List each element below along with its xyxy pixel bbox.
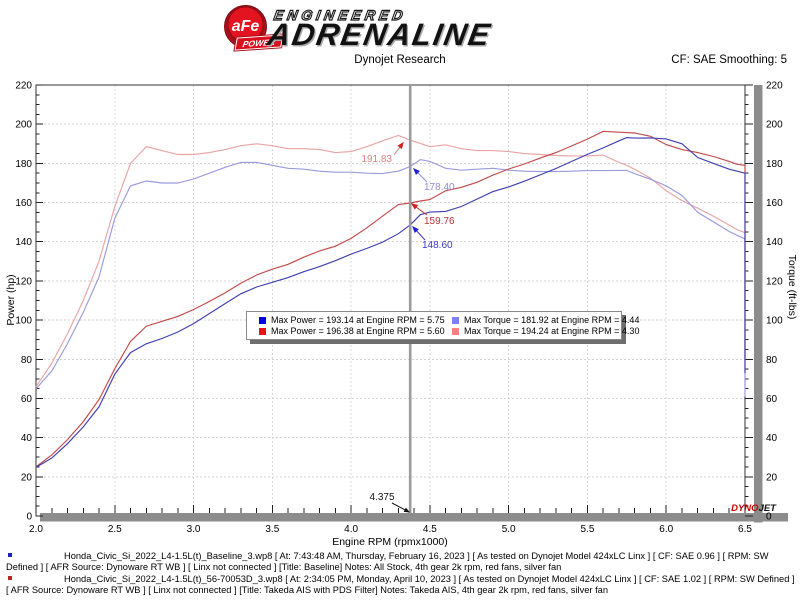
svg-text:4.5: 4.5 (423, 524, 437, 535)
svg-text:180: 180 (15, 159, 32, 170)
svg-text:140: 140 (15, 237, 32, 248)
x-axis-title: Engine RPM (rpmx1000) (332, 536, 448, 548)
svg-text:140: 140 (766, 237, 783, 248)
svg-text:80: 80 (766, 355, 778, 366)
legend-item: Max Torque = 194.24 at Engine RPM = 4.30 (452, 326, 639, 336)
run-description: Honda_Civic_Si_2022_L4-1.5L(t)_Baseline_… (6, 551, 796, 573)
afe-logo-text: aFe (231, 17, 260, 35)
run-descriptions: Honda_Civic_Si_2022_L4-1.5L(t)_Baseline_… (6, 551, 796, 597)
grid-lines (36, 85, 745, 516)
axis-bars (40, 85, 788, 523)
legend-item: Max Power = 193.14 at Engine RPM = 5.75 (259, 315, 452, 325)
svg-text:60: 60 (21, 394, 33, 405)
series-curves (35, 130, 746, 468)
svg-text:3.5: 3.5 (265, 524, 279, 535)
y-axis-right-title: Torque (ft-lbs) (786, 255, 798, 320)
svg-text:2.5: 2.5 (108, 524, 122, 535)
annotation-191.83: 191.83 (361, 154, 392, 165)
axis-tick-labels: 2.0 2.5 3.0 3.5 4.0 4.5 5.0 5.5 6.0 6.5 0 0 20 20 40 40… (15, 81, 783, 536)
svg-text:80: 80 (21, 355, 33, 366)
svg-text:180: 180 (766, 159, 783, 170)
plot-border (35, 84, 746, 517)
annotation-159.76: 159.76 (424, 216, 455, 227)
axis-ticks (35, 84, 753, 517)
svg-text:6.0: 6.0 (659, 524, 673, 535)
legend-swatch-icon (452, 327, 459, 335)
y-axis-left-title: Power (hp) (5, 274, 17, 325)
svg-text:5.0: 5.0 (502, 524, 516, 535)
svg-text:220: 220 (15, 81, 32, 92)
svg-text:2.0: 2.0 (29, 524, 43, 535)
legend-swatch-icon (452, 316, 459, 324)
svg-text:40: 40 (766, 433, 778, 444)
legend-item: Max Torque = 181.92 at Engine RPM = 4.44 (452, 315, 639, 325)
legend-swatch-icon (259, 316, 266, 324)
run-bullet-icon (8, 575, 12, 580)
curve-takeda-power (35, 130, 746, 468)
run-bullet-icon (8, 553, 12, 557)
annotation-178.40: 178.40 (424, 182, 455, 193)
svg-text:0: 0 (766, 512, 772, 523)
svg-text:200: 200 (15, 120, 32, 131)
smoothing-setting: CF: SAE Smoothing: 5 (671, 54, 787, 66)
svg-text:160: 160 (15, 198, 32, 209)
svg-text:200: 200 (766, 120, 783, 131)
legend-label: Max Power = 193.14 at Engine RPM = 5.75 (271, 315, 445, 325)
legend-item: Max Power = 196.38 at Engine RPM = 5.60 (259, 326, 452, 336)
svg-text:20: 20 (21, 472, 33, 483)
annotation-4.375: 4.375 (369, 492, 394, 503)
svg-text:220: 220 (766, 81, 783, 92)
svg-text:20: 20 (766, 472, 778, 483)
svg-text:120: 120 (766, 276, 783, 287)
svg-text:6.5: 6.5 (738, 524, 752, 535)
curve-takeda-torque (35, 134, 746, 389)
annotation-148.60: 148.60 (422, 240, 453, 251)
svg-text:60: 60 (766, 394, 778, 405)
legend-label: Max Torque = 181.92 at Engine RPM = 4.44 (464, 315, 640, 325)
svg-text:5.5: 5.5 (580, 524, 594, 535)
svg-text:0: 0 (26, 512, 32, 523)
max-values-legend: Max Power = 193.14 at Engine RPM = 5.75 M… (246, 311, 639, 340)
svg-text:100: 100 (766, 316, 783, 327)
run-description-text: Honda_Civic_Si_2022_L4-1.5L(t)_56-70053D… (6, 573, 795, 595)
svg-text:4.0: 4.0 (344, 524, 358, 535)
curve-baseline-power (35, 137, 746, 468)
legend-label: Max Torque = 194.24 at Engine RPM = 4.30 (464, 326, 640, 336)
legend-label: Max Power = 196.38 at Engine RPM = 5.60 (271, 326, 445, 336)
dynojet-watermark: DYNOJET (731, 503, 777, 514)
svg-text:40: 40 (21, 433, 33, 444)
page-title: Dynojet Research (354, 54, 446, 66)
curve-baseline-torque (35, 158, 746, 397)
svg-text:160: 160 (766, 198, 783, 209)
svg-text:120: 120 (15, 276, 32, 287)
cursor-annotations: 191.83 178.40 159.76 148.60 4.375 (361, 141, 455, 513)
run-description: Honda_Civic_Si_2022_L4-1.5L(t)_56-70053D… (6, 574, 796, 596)
svg-text:100: 100 (15, 316, 32, 327)
svg-text:3.0: 3.0 (187, 524, 201, 535)
afe-brand-logo: aFe POWER ENGINEERED ADRENALINE (222, 3, 582, 55)
run-description-text: Honda_Civic_Si_2022_L4-1.5L(t)_Baseline_… (6, 551, 769, 572)
legend-swatch-icon (259, 327, 266, 335)
